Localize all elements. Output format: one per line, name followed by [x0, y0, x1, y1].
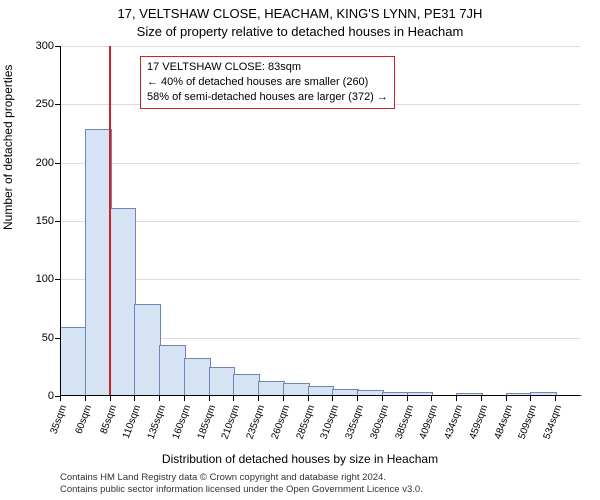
xtick-label: 459sqm [468, 404, 491, 441]
y-axis-line [60, 46, 61, 396]
ytick-mark [55, 279, 60, 280]
bar [60, 327, 87, 396]
xtick-mark [481, 396, 482, 401]
x-axis-line [60, 395, 580, 396]
xtick-mark [357, 396, 358, 401]
bar [209, 367, 236, 396]
xtick-mark [456, 396, 457, 401]
ytick-mark [55, 338, 60, 339]
bar [258, 381, 285, 396]
y-axis-label: Number of detached properties [1, 65, 15, 230]
xtick-label: 135sqm [146, 404, 169, 441]
xtick-label: 335sqm [344, 404, 367, 441]
xtick-mark [530, 396, 531, 401]
ytick-mark [55, 163, 60, 164]
xtick-label: 434sqm [443, 404, 466, 441]
chart-subtitle: Size of property relative to detached ho… [0, 24, 600, 39]
xtick-mark [506, 396, 507, 401]
xtick-mark [283, 396, 284, 401]
ytick-mark [55, 221, 60, 222]
xtick-mark [85, 396, 86, 401]
xtick-label: 509sqm [517, 404, 540, 441]
credit-line2: Contains public sector information licen… [60, 484, 423, 496]
bar [85, 129, 112, 396]
ytick-mark [55, 104, 60, 105]
xtick-mark [159, 396, 160, 401]
x-axis-label: Distribution of detached houses by size … [0, 452, 600, 466]
chart-container: 17, VELTSHAW CLOSE, HEACHAM, KING'S LYNN… [0, 0, 600, 500]
grid-line [60, 163, 580, 164]
bar [184, 358, 211, 396]
xtick-label: 484sqm [492, 404, 515, 441]
chart-title-address: 17, VELTSHAW CLOSE, HEACHAM, KING'S LYNN… [0, 6, 600, 21]
xtick-mark [382, 396, 383, 401]
annotation-line2: ← 40% of detached houses are smaller (26… [147, 75, 388, 90]
xtick-label: 185sqm [195, 404, 218, 441]
xtick-label: 235sqm [245, 404, 268, 441]
bar [110, 208, 137, 396]
xtick-mark [308, 396, 309, 401]
xtick-label: 409sqm [418, 404, 441, 441]
xtick-mark [431, 396, 432, 401]
xtick-mark [209, 396, 210, 401]
xtick-mark [407, 396, 408, 401]
xtick-label: 160sqm [170, 404, 193, 441]
annotation-line1: 17 VELTSHAW CLOSE: 83sqm [147, 60, 388, 75]
xtick-label: 35sqm [49, 404, 70, 436]
xtick-mark [233, 396, 234, 401]
bar [233, 374, 260, 396]
xtick-label: 285sqm [294, 404, 317, 441]
bar [134, 304, 161, 396]
xtick-label: 60sqm [73, 404, 94, 436]
ytick-label: 250 [36, 98, 54, 110]
ytick-label: 200 [36, 157, 54, 169]
ytick-label: 0 [48, 390, 54, 402]
xtick-label: 85sqm [98, 404, 119, 436]
ytick-mark [55, 46, 60, 47]
grid-line [60, 46, 580, 47]
xtick-label: 385sqm [393, 404, 416, 441]
xtick-label: 360sqm [369, 404, 392, 441]
xtick-label: 534sqm [542, 404, 565, 441]
xtick-mark [332, 396, 333, 401]
credit-text: Contains HM Land Registry data © Crown c… [60, 472, 423, 496]
xtick-mark [258, 396, 259, 401]
xtick-label: 110sqm [121, 404, 143, 441]
xtick-label: 310sqm [319, 404, 342, 441]
xtick-label: 210sqm [220, 404, 243, 441]
grid-line [60, 279, 580, 280]
credit-line1: Contains HM Land Registry data © Crown c… [60, 472, 423, 484]
ytick-label: 100 [36, 273, 54, 285]
xtick-mark [134, 396, 135, 401]
xtick-label: 260sqm [270, 404, 293, 441]
xtick-mark [110, 396, 111, 401]
annotation-line3: 58% of semi-detached houses are larger (… [147, 90, 388, 105]
xtick-mark [184, 396, 185, 401]
grid-line [60, 221, 580, 222]
xtick-mark [555, 396, 556, 401]
property-marker-line [109, 46, 111, 396]
ytick-label: 300 [36, 40, 54, 52]
annotation-box: 17 VELTSHAW CLOSE: 83sqm ← 40% of detach… [140, 56, 395, 109]
xtick-mark [60, 396, 61, 401]
ytick-label: 50 [42, 332, 54, 344]
ytick-label: 150 [36, 215, 54, 227]
bar [159, 345, 186, 396]
